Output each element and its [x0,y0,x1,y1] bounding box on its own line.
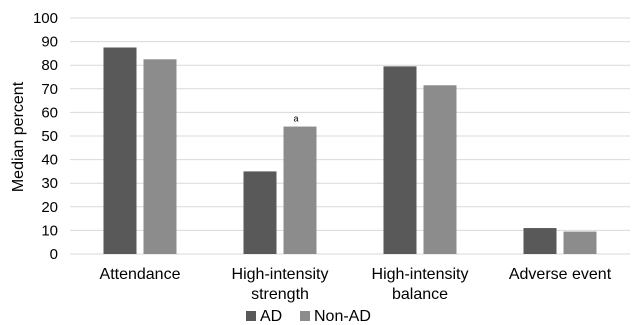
legend-swatch [246,311,256,321]
x-category-label-line: Attendance [100,266,181,283]
y-tick-label: 30 [41,175,58,192]
legend-swatch [300,311,310,321]
y-tick-label: 0 [50,246,58,263]
annotation-label: a [293,114,298,124]
y-tick-label: 50 [41,128,58,145]
y-tick-label: 40 [41,152,58,169]
bar-ad-0 [103,47,137,254]
bar-non-ad-2 [423,85,457,254]
x-axis-category-labels: Attendance High-intensity strengthHigh-int… [100,266,612,303]
bar-non-ad-0 [143,59,177,254]
bar-ad-1 [243,171,277,254]
y-axis-ticks: 0 10 20 30 40 50 60 70 80 90 100 [33,10,58,263]
x-category-label-line: High-intensity [372,266,469,283]
y-tick-label: 20 [41,199,58,216]
y-tick-label: 70 [41,81,58,98]
legend-label: Non-AD [314,308,371,325]
x-category-label: High-intensity strength [232,266,329,303]
x-category-label: High-intensity balance [372,266,469,303]
x-category-label-line: strength [251,286,309,303]
bar-non-ad-1 [283,126,317,254]
y-tick-label: 90 [41,34,58,51]
bars [103,47,597,254]
y-tick-label: 100 [33,10,58,27]
y-tick-label: 10 [41,222,58,239]
y-tick-label: 80 [41,57,58,74]
y-tick-label: 60 [41,104,58,121]
bar-ad-3 [523,228,557,254]
x-category-label-line: Adverse event [509,266,612,283]
x-category-label-line: High-intensity [232,266,329,283]
y-axis-title: Median percent [10,81,27,192]
bar-ad-2 [383,66,417,254]
bar-non-ad-3 [563,231,597,254]
annotations: a [293,114,298,124]
x-category-label: Adverse event [509,266,612,283]
legend: AD Non-AD [246,308,371,325]
legend-label: AD [260,308,282,325]
x-category-label-line: balance [392,286,448,303]
x-category-label: Attendance [100,266,181,283]
